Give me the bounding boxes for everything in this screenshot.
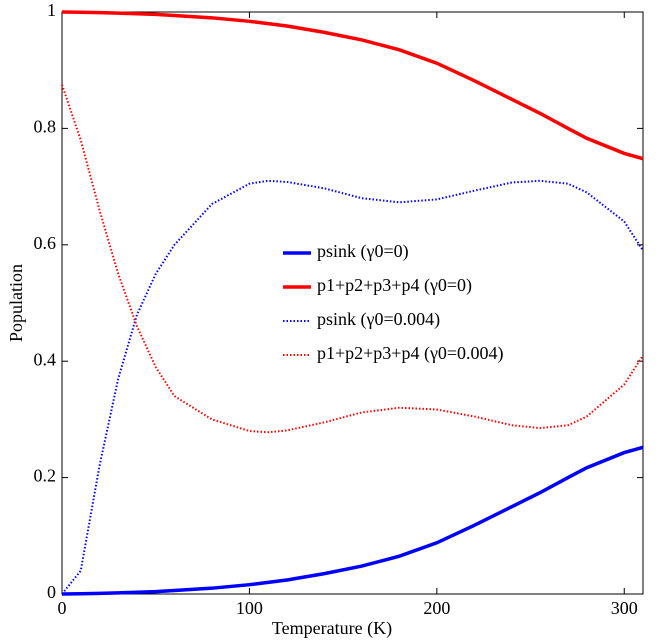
x-tick-label: 200 bbox=[423, 598, 450, 618]
x-tick-label: 300 bbox=[611, 598, 638, 618]
series-line bbox=[61, 445, 644, 596]
y-axis-label: Population bbox=[6, 264, 26, 342]
x-tick-label: 100 bbox=[236, 598, 263, 618]
series-line bbox=[61, 84, 644, 434]
y-tick-label: 0.6 bbox=[34, 233, 57, 253]
y-tick-label: 0.4 bbox=[34, 349, 57, 369]
legend-label: p1+p2+p3+p4 (γ0=0) bbox=[317, 275, 472, 296]
legend-label: psink (γ0=0) bbox=[317, 241, 409, 262]
y-tick-label: 0 bbox=[47, 582, 56, 602]
y-tick-label: 1 bbox=[47, 0, 56, 20]
plot-frame bbox=[61, 11, 644, 595]
series-line bbox=[61, 10, 644, 161]
x-axis-label: Temperature (K) bbox=[272, 618, 392, 639]
x-tick-label: 0 bbox=[58, 598, 67, 618]
legend-label: psink (γ0=0.004) bbox=[317, 309, 440, 330]
y-tick-label: 0.2 bbox=[34, 466, 57, 486]
legend-label: p1+p2+p3+p4 (γ0=0.004) bbox=[317, 343, 504, 364]
y-tick-label: 0.8 bbox=[34, 117, 57, 137]
